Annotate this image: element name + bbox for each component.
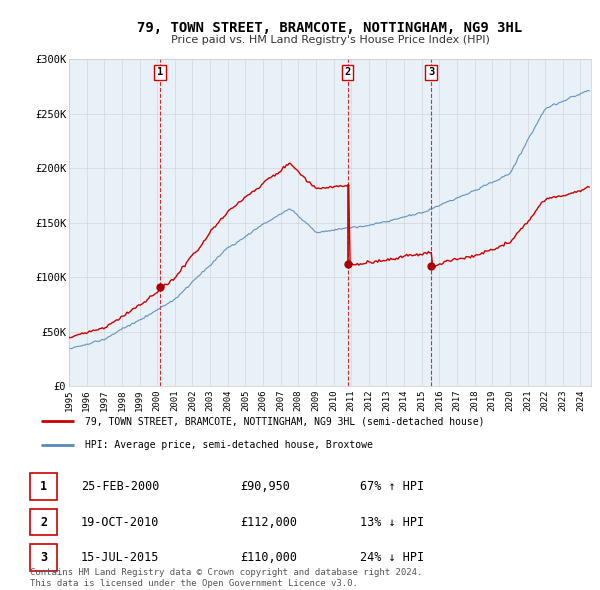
Text: 1: 1	[40, 480, 47, 493]
Text: £110,000: £110,000	[240, 551, 297, 564]
Text: £112,000: £112,000	[240, 516, 297, 529]
Text: 3: 3	[428, 67, 434, 77]
Text: Price paid vs. HM Land Registry's House Price Index (HPI): Price paid vs. HM Land Registry's House …	[170, 35, 490, 45]
Text: Contains HM Land Registry data © Crown copyright and database right 2024.: Contains HM Land Registry data © Crown c…	[30, 568, 422, 577]
Text: 24% ↓ HPI: 24% ↓ HPI	[360, 551, 424, 564]
Text: 2: 2	[40, 516, 47, 529]
Text: 79, TOWN STREET, BRAMCOTE, NOTTINGHAM, NG9 3HL: 79, TOWN STREET, BRAMCOTE, NOTTINGHAM, N…	[137, 21, 523, 35]
Text: 25-FEB-2000: 25-FEB-2000	[81, 480, 160, 493]
Text: £90,950: £90,950	[240, 480, 290, 493]
Text: 1: 1	[157, 67, 163, 77]
Text: 67% ↑ HPI: 67% ↑ HPI	[360, 480, 424, 493]
Text: 19-OCT-2010: 19-OCT-2010	[81, 516, 160, 529]
Text: 13% ↓ HPI: 13% ↓ HPI	[360, 516, 424, 529]
Text: This data is licensed under the Open Government Licence v3.0.: This data is licensed under the Open Gov…	[30, 579, 358, 588]
Text: HPI: Average price, semi-detached house, Broxtowe: HPI: Average price, semi-detached house,…	[85, 440, 373, 450]
Text: 2: 2	[344, 67, 351, 77]
Text: 79, TOWN STREET, BRAMCOTE, NOTTINGHAM, NG9 3HL (semi-detached house): 79, TOWN STREET, BRAMCOTE, NOTTINGHAM, N…	[85, 416, 485, 426]
Text: 15-JUL-2015: 15-JUL-2015	[81, 551, 160, 564]
Text: 3: 3	[40, 551, 47, 564]
